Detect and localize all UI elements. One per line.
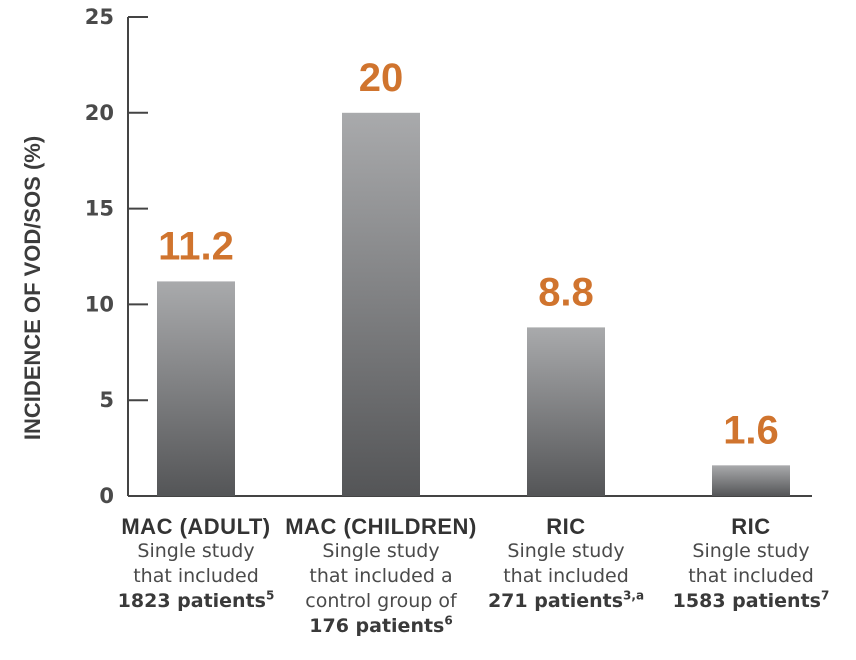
category-name: RIC <box>546 514 586 539</box>
category-description: Single study <box>507 540 625 562</box>
category-label: RIC Single study that included 271 patients… <box>456 514 676 614</box>
bar <box>157 281 235 496</box>
category-description: that included a <box>309 565 453 587</box>
reference-superscript: 5 <box>265 588 275 603</box>
data-labels: 11.2 20 8.8 1.6 <box>158 56 779 453</box>
category-description: that included <box>503 565 629 587</box>
data-label: 8.8 <box>538 270 594 314</box>
category-name: RIC <box>731 514 771 539</box>
bar <box>527 327 605 496</box>
category-description: that included <box>133 565 259 587</box>
data-label: 20 <box>359 56 404 100</box>
category-name: MAC (CHILDREN) <box>285 514 477 539</box>
category-description: Single study <box>322 540 440 562</box>
bars <box>157 112 790 497</box>
patient-count: 176 patients6 <box>309 613 453 637</box>
y-tick-label: 20 <box>85 101 114 125</box>
y-axis-label: INCIDENCE OF VOD/SOS (%) <box>20 136 45 440</box>
bar <box>712 465 790 496</box>
bar <box>342 112 420 497</box>
reference-superscript: 6 <box>444 613 453 628</box>
patient-count: 271 patients3,a <box>487 588 645 612</box>
patient-count: 1823 patients5 <box>117 588 275 612</box>
reference-superscript: 7 <box>820 588 830 603</box>
y-tick-label: 15 <box>85 197 114 221</box>
reference-superscript: 3,a <box>623 588 645 603</box>
data-label: 11.2 <box>158 224 234 268</box>
data-label: 1.6 <box>723 408 779 452</box>
patient-count: 1583 patients7 <box>672 588 830 612</box>
y-tick-label: 5 <box>99 388 114 412</box>
category-description: Single study <box>692 540 810 562</box>
category-label: RIC Single study that included 1583 patient… <box>641 514 856 614</box>
category-name: MAC (ADULT) <box>121 514 271 539</box>
category-description: that included <box>688 565 814 587</box>
category-label: MAC (CHILDREN) Single study that included … <box>271 514 491 639</box>
y-tick-label: 25 <box>85 5 114 29</box>
y-tick-label: 0 <box>99 484 114 508</box>
category-description: control group of <box>305 590 457 612</box>
y-tick-label: 10 <box>85 292 114 316</box>
category-label: MAC (ADULT) Single study that included 1823… <box>86 514 306 614</box>
axes: 0 5 10 15 20 25 <box>85 5 812 508</box>
category-description: Single study <box>137 540 255 562</box>
